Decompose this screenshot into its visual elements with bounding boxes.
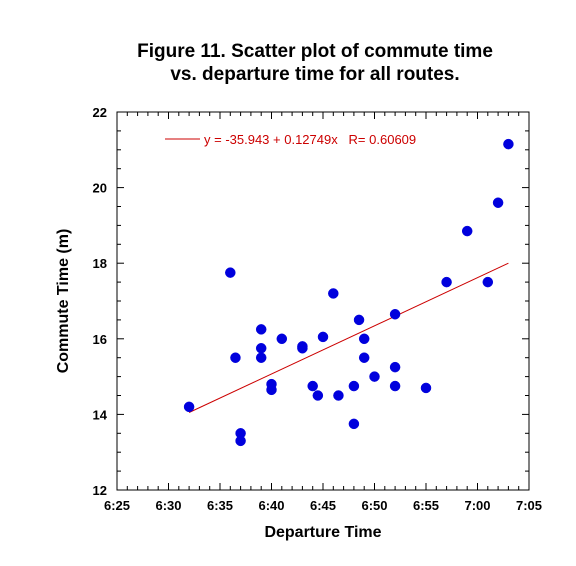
y-tick-label: 18 xyxy=(93,256,107,271)
data-point xyxy=(482,276,494,288)
x-tick-label: 6:40 xyxy=(258,498,284,513)
data-point xyxy=(358,352,370,363)
data-point xyxy=(333,390,344,401)
x-tick-label: 6:55 xyxy=(413,498,439,513)
data-point xyxy=(503,138,514,150)
x-tick-label: 6:45 xyxy=(310,498,336,513)
y-tick-label: 14 xyxy=(93,407,108,422)
data-point xyxy=(276,333,288,345)
data-point xyxy=(369,371,380,382)
data-point xyxy=(317,331,329,343)
data-point xyxy=(307,380,318,392)
data-point xyxy=(183,401,195,413)
data-point xyxy=(255,324,267,335)
data-point xyxy=(255,352,267,363)
plot-border xyxy=(116,111,530,491)
x-tick-label: 6:35 xyxy=(207,498,233,513)
data-point xyxy=(235,435,246,447)
x-tick-label: 6:50 xyxy=(361,498,387,513)
y-axis-title: Commute Time (m) xyxy=(55,229,72,374)
data-point xyxy=(297,343,308,354)
y-tick-label: 20 xyxy=(93,181,107,196)
axis-tick-labels: 6:25 6:30 6:35 6:40 6:45 6:50 6:55 7:00 7:05 12 14… xyxy=(93,105,542,513)
x-tick-label: 7:05 xyxy=(516,498,542,513)
data-point xyxy=(255,343,267,354)
data-point xyxy=(492,197,504,208)
fit-line xyxy=(188,262,509,413)
plot-frame xyxy=(116,111,530,491)
chart-title-line-2: vs. departure time for all routes. xyxy=(170,64,460,85)
data-point xyxy=(225,267,236,278)
data-point xyxy=(348,380,360,392)
data-point xyxy=(266,384,277,396)
data-points xyxy=(183,138,514,447)
axis-ticks xyxy=(116,111,530,491)
x-tick-label: 6:30 xyxy=(155,498,181,513)
y-tick-label: 12 xyxy=(93,483,107,498)
chart-title-line-1: Figure 11. Scatter plot of commute time xyxy=(137,41,493,62)
data-point xyxy=(312,390,324,401)
data-point xyxy=(353,314,365,326)
data-point xyxy=(389,308,401,320)
data-point xyxy=(420,382,432,394)
fit-equation-label: y = -35.943 + 0.12749x R= 0.60609 xyxy=(204,132,416,147)
data-point xyxy=(358,333,370,345)
x-tick-label: 6:25 xyxy=(104,498,130,513)
data-point xyxy=(348,418,360,430)
fit-line-group xyxy=(165,138,509,413)
data-point xyxy=(328,288,339,299)
x-tick-label: 7:00 xyxy=(464,498,490,513)
x-axis-title: Departure Time xyxy=(264,524,381,541)
chart-title: Figure 11. Scatter plot of commute time … xyxy=(0,40,576,86)
y-tick-label: 16 xyxy=(93,332,107,347)
data-point xyxy=(389,380,401,392)
data-point xyxy=(441,276,452,288)
y-tick-label: 22 xyxy=(93,105,107,120)
data-point xyxy=(461,225,473,237)
data-point xyxy=(230,352,241,363)
data-point xyxy=(389,361,401,373)
